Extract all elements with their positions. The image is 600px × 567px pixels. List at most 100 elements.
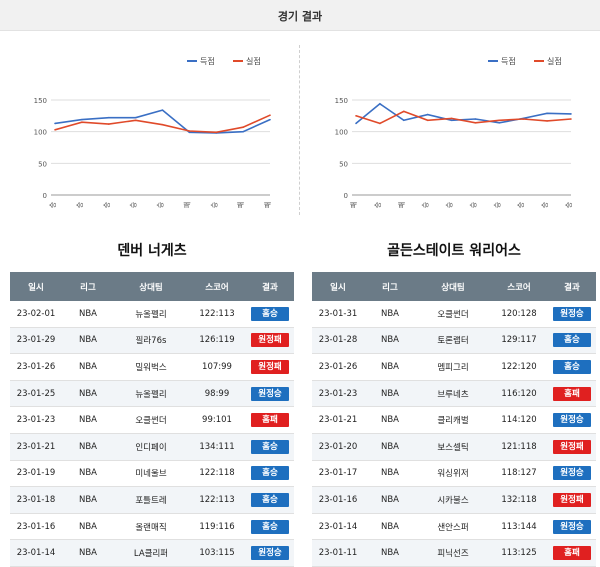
table-row: 23-01-20 NBA 보스셀틱 121:118 원정패 <box>312 433 596 461</box>
data-point <box>269 118 271 121</box>
table-row: 23-01-26 NBA 밀워벅스 107:99 원정패 <box>10 353 294 381</box>
data-point <box>570 118 572 120</box>
result-cell: 홈승 <box>246 513 294 541</box>
score-cell: 118:127 <box>490 460 548 488</box>
opponent-cell: 브루네츠 <box>416 380 490 408</box>
result-badge: 홈승 <box>251 439 289 454</box>
series-line-allowed <box>54 114 271 134</box>
result-badge: 홈승 <box>251 519 289 534</box>
table-row: 23-01-31 NBA 오클썬더 120:128 원정승 <box>312 301 596 328</box>
date-cell: 23-01-26 <box>10 353 62 381</box>
table-row: 23-01-23 NBA 브루네츠 116:120 홈패 <box>312 380 596 408</box>
date-cell: 23-01-19 <box>10 460 62 488</box>
opponent-cell: 오클썬더 <box>114 406 188 434</box>
league-cell: NBA <box>364 539 416 567</box>
result-badge: 원정패 <box>251 359 289 374</box>
score-cell: 132:118 <box>490 486 548 514</box>
score-cell: 99:101 <box>188 406 246 434</box>
opponent-cell: 오클썬더 <box>416 301 490 328</box>
table-row: 23-01-16 NBA 시카불스 132:118 원정패 <box>312 486 596 514</box>
legend-label: 실점 <box>547 56 562 66</box>
score-cell: 122:113 <box>188 486 246 514</box>
line-chart-warriors: 득점 실점 0 50 100 150 패 승 패 승 승 승 승 승 승 승 <box>335 56 573 208</box>
data-point <box>546 112 548 115</box>
column-header: 결과 <box>246 272 294 301</box>
result-badge: 원정패 <box>553 439 591 454</box>
league-cell: NBA <box>364 301 416 328</box>
column-header: 리그 <box>364 272 416 301</box>
data-point <box>450 119 453 122</box>
result-cell: 원정승 <box>246 380 294 408</box>
y-tick-label: 0 <box>344 192 348 200</box>
league-cell: NBA <box>364 513 416 541</box>
date-cell: 23-01-23 <box>10 406 62 434</box>
league-cell: NBA <box>62 301 114 328</box>
data-point <box>242 130 244 133</box>
table-header-row: 일시 리그 상대팀 스코어 결과 <box>10 272 294 301</box>
opponent-cell: 멤피그리 <box>416 353 490 381</box>
table-row: 23-01-28 NBA 토론랩터 129:117 홈승 <box>312 327 596 355</box>
date-cell: 23-01-16 <box>10 513 62 541</box>
result-cell: 원정승 <box>246 539 294 567</box>
result-badge: 홈승 <box>553 333 591 348</box>
date-cell: 23-01-29 <box>10 327 62 355</box>
data-point <box>188 131 191 134</box>
y-tick-label: 0 <box>43 192 47 200</box>
result-cell: 홈패 <box>548 380 596 408</box>
data-point <box>450 117 453 120</box>
data-point <box>522 118 525 120</box>
data-point <box>134 116 137 119</box>
date-cell: 23-01-17 <box>312 460 364 488</box>
table-row: 23-01-29 NBA 필라76s 126:119 원정패 <box>10 327 294 355</box>
y-tick-label: 100 <box>34 129 47 137</box>
score-cell: 122:118 <box>188 460 246 488</box>
x-tick-label: 승 <box>157 201 165 208</box>
data-point <box>498 122 501 124</box>
league-cell: NBA <box>62 353 114 381</box>
league-cell: NBA <box>364 460 416 488</box>
x-tick-label: 승 <box>493 201 501 208</box>
result-cell: 원정승 <box>548 406 596 434</box>
x-tick-label: 패 <box>397 202 406 208</box>
table-row: 23-01-26 NBA 멤피그리 122:120 홈승 <box>312 353 596 381</box>
data-point <box>269 114 271 116</box>
opponent-cell: 밀워벅스 <box>114 353 188 381</box>
data-point <box>570 113 572 115</box>
date-cell: 23-01-25 <box>10 380 62 408</box>
result-cell: 홈승 <box>246 301 294 328</box>
data-point <box>54 128 56 131</box>
data-point <box>161 109 164 111</box>
opponent-cell: 미네울브 <box>114 460 188 488</box>
y-tick-label: 100 <box>335 129 348 137</box>
data-point <box>107 123 110 125</box>
result-badge: 원정패 <box>251 333 289 348</box>
result-cell: 홈승 <box>246 433 294 461</box>
result-badge: 원정승 <box>553 466 591 481</box>
x-tick-label: 승 <box>49 201 57 208</box>
table-row: 23-01-14 NBA LA클리퍼 103:115 원정승 <box>10 539 294 567</box>
x-tick-label: 승 <box>130 201 138 208</box>
league-cell: NBA <box>364 406 416 434</box>
opponent-cell: 샌안스퍼 <box>416 513 490 541</box>
result-cell: 홈승 <box>246 486 294 514</box>
league-cell: NBA <box>364 327 416 355</box>
result-cell: 원정승 <box>548 513 596 541</box>
result-cell: 원정승 <box>548 460 596 488</box>
result-cell: 원정패 <box>548 486 596 514</box>
result-badge: 홈승 <box>251 306 289 321</box>
date-cell: 23-01-16 <box>312 486 364 514</box>
x-tick-label: 승 <box>541 201 549 208</box>
result-badge: 홈승 <box>251 492 289 507</box>
x-tick-label: 패 <box>182 202 191 208</box>
data-point <box>355 115 357 117</box>
result-badge: 홈패 <box>251 413 289 428</box>
y-tick-label: 150 <box>335 97 348 105</box>
data-point <box>426 113 429 116</box>
data-point <box>379 122 381 125</box>
team-title-warriors: 골든스테이트 워리어스 <box>387 243 521 259</box>
league-cell: NBA <box>62 433 114 461</box>
date-cell: 23-01-20 <box>312 433 364 461</box>
result-badge: 원정승 <box>553 413 591 428</box>
data-point <box>188 130 191 132</box>
legend-label: 득점 <box>200 56 215 66</box>
